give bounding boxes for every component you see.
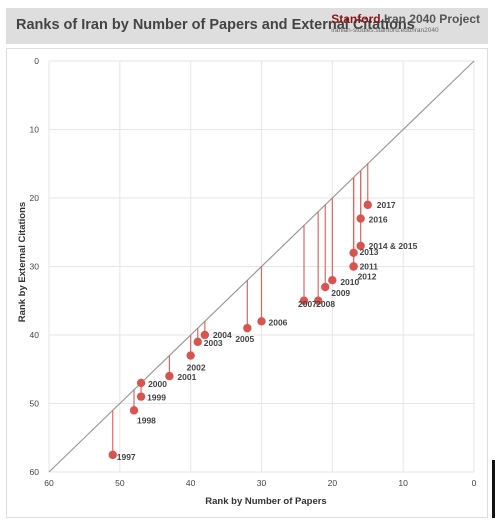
data-point [129, 406, 139, 415]
data-point [363, 200, 372, 210]
x-tick-label: 0 [472, 478, 477, 488]
point-label: 2000 [148, 379, 167, 389]
data-point [136, 392, 146, 401]
data-point [257, 317, 266, 326]
point-label: 2007 [298, 299, 317, 309]
y-tick-label: 50 [30, 399, 40, 409]
y-tick-label: 10 [30, 125, 40, 135]
point-label: 2017 [377, 200, 396, 210]
data-point [200, 330, 210, 340]
data-point [313, 296, 323, 305]
point-label: 2014 & 2015 [369, 241, 418, 251]
brand-project: Iran 2040 Project [383, 12, 480, 26]
chart-title: Ranks of Iran by Number of Papers and Ex… [16, 17, 415, 33]
point-label: 2004 [213, 330, 232, 340]
data-point [193, 337, 202, 347]
brand-line: Stanford Iran 2040 Project [331, 12, 480, 26]
point-label: 2012 [358, 272, 377, 282]
data-point [108, 450, 117, 460]
point-label: 2009 [331, 288, 350, 298]
x-tick-label: 60 [44, 478, 54, 488]
scatter-chart: Rank by Number of Papers Rank by Externa… [17, 56, 477, 507]
x-tick-label: 10 [398, 478, 408, 488]
y-tick-label: 0 [34, 56, 39, 66]
chart-area: Rank by Number of Papers Rank by Externa… [6, 48, 488, 518]
brand-url: iranian-studies.stanford.edu/iran2040 [331, 27, 439, 34]
point-label: 2005 [235, 334, 254, 344]
x-tick-label: 50 [115, 478, 125, 488]
data-point [349, 262, 358, 271]
x-tick-label: 40 [186, 478, 196, 488]
brand-name: Stanford [331, 12, 381, 26]
brand-block: Stanford Iran 2040 Project iranian-studi… [331, 12, 480, 34]
point-label: 1998 [137, 415, 156, 425]
point-label: 1999 [147, 393, 166, 403]
point-label: 2016 [369, 215, 388, 225]
data-point [136, 378, 146, 388]
x-tick-label: 20 [328, 478, 338, 488]
data-point [356, 241, 365, 251]
point-label: 2008 [316, 299, 335, 309]
x-axis-title: Rank by Number of Papers [205, 496, 326, 507]
y-axis-title: Rank by External Citations [17, 202, 28, 322]
point-label: 2011 [360, 262, 379, 272]
point-label: 2002 [187, 363, 206, 373]
x-tick-label: 30 [257, 478, 267, 488]
y-tick-label: 20 [30, 193, 40, 203]
y-tick-label: 40 [30, 330, 40, 340]
data-point [328, 276, 337, 285]
y-tick-label: 30 [30, 262, 40, 272]
edge-marker [492, 460, 495, 518]
point-label: 2006 [269, 317, 288, 327]
y-tick-label: 60 [30, 467, 40, 477]
data-point [349, 248, 358, 257]
data-point [299, 296, 309, 305]
point-label: 2010 [340, 277, 359, 287]
chart-header: Ranks of Iran by Number of Papers and Ex… [6, 8, 488, 44]
point-label: 1997 [117, 452, 136, 462]
data-point [356, 214, 365, 223]
data-point [165, 371, 174, 381]
data-point [186, 351, 195, 360]
data-point [243, 323, 252, 333]
point-label: 2013 [360, 247, 379, 257]
point-label: 2003 [204, 338, 223, 348]
data-point [321, 282, 330, 292]
point-label: 2001 [177, 372, 196, 382]
